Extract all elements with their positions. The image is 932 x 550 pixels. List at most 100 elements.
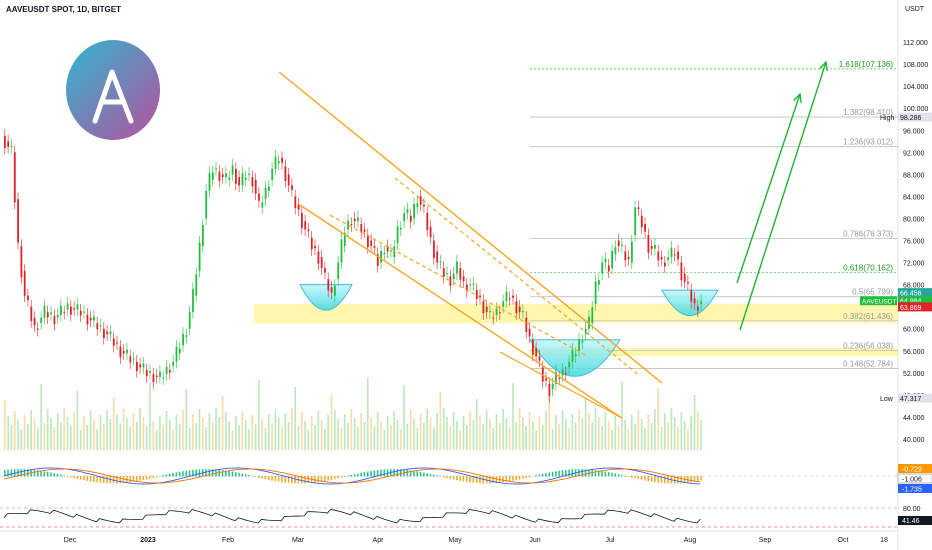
volume-bar	[555, 415, 557, 450]
candle	[7, 141, 10, 147]
macd-hist	[198, 469, 201, 477]
volume-bar	[73, 412, 75, 450]
volume-bar	[33, 419, 36, 450]
candle	[238, 177, 241, 186]
cup-pattern	[661, 289, 719, 317]
macd-hist	[495, 476, 498, 484]
x-tick-label: Sep	[759, 537, 772, 544]
candle	[532, 339, 534, 355]
macd-hist	[660, 476, 663, 483]
macd-hist	[614, 473, 616, 477]
volume-bar	[604, 412, 607, 450]
volume-bar	[152, 421, 155, 450]
candle	[347, 220, 349, 230]
candle	[145, 370, 148, 377]
macd-hist	[40, 470, 42, 477]
extreme-value: 98.286	[900, 115, 922, 122]
macd-hist	[624, 475, 626, 477]
macd-hist	[492, 476, 494, 484]
volume-bar	[178, 424, 181, 450]
volume-bar	[175, 415, 178, 450]
macd-hist	[380, 469, 382, 477]
volume-bar	[601, 426, 603, 450]
rsi-line	[3, 508, 701, 524]
candle	[297, 204, 300, 210]
volume-bar	[202, 418, 204, 450]
volume-bar	[416, 428, 419, 450]
macd-hist	[53, 473, 55, 477]
fib-label: 0.236(56.038)	[843, 342, 893, 351]
macd-hist	[122, 476, 125, 483]
candle	[112, 338, 115, 346]
volume-bar	[50, 418, 52, 450]
candle	[386, 246, 389, 252]
macd-hist	[50, 472, 52, 477]
macd-hist	[367, 471, 369, 477]
candle	[647, 235, 650, 253]
candle	[400, 227, 402, 230]
macd-hist	[211, 469, 214, 477]
volume-bar	[508, 427, 511, 450]
macd-hist	[396, 469, 399, 477]
volume-bar	[376, 412, 379, 450]
macd-hist	[225, 470, 227, 477]
macd-hist	[83, 476, 85, 481]
macd-hist	[545, 473, 547, 477]
volume-bar	[532, 421, 534, 450]
candle	[548, 383, 551, 396]
volume-bar	[169, 420, 171, 450]
volume-bar	[254, 424, 257, 450]
macd-label-bg	[898, 464, 932, 473]
volume-bar	[162, 425, 164, 450]
volume-bar	[340, 428, 343, 450]
volume-bar	[419, 414, 422, 450]
volume-bar	[337, 419, 339, 450]
macd-hist	[357, 473, 359, 477]
candle	[291, 185, 293, 190]
volume-bar	[528, 412, 531, 450]
volume-bar	[297, 426, 300, 450]
volume-bar	[505, 418, 508, 450]
candle	[17, 199, 19, 243]
macd-hist	[103, 476, 105, 484]
macd-hist	[690, 476, 692, 483]
volume-bar	[700, 420, 702, 450]
volume-bar	[621, 381, 623, 450]
macd-hist	[456, 476, 458, 481]
candle	[195, 274, 198, 296]
candle	[376, 254, 379, 266]
macd-hist	[79, 476, 82, 480]
volume-bar	[522, 417, 524, 450]
candle	[631, 241, 633, 263]
macd-hist	[568, 469, 570, 477]
candle	[277, 161, 280, 164]
volume-bar	[112, 398, 115, 450]
x-tick-label: Apr	[373, 537, 385, 544]
macd-hist	[664, 476, 666, 484]
macd-hist	[112, 476, 115, 484]
macd-hist	[169, 473, 171, 477]
candle	[188, 312, 191, 329]
candle	[469, 284, 472, 286]
macd-hist	[320, 476, 323, 482]
macd-hist	[360, 472, 362, 477]
candle	[459, 268, 462, 280]
macd-hist	[221, 470, 224, 477]
volume-bar	[548, 390, 551, 450]
macd-hist	[231, 471, 234, 477]
candle	[502, 301, 505, 307]
candle	[621, 244, 623, 247]
candle	[657, 251, 660, 261]
candle	[89, 317, 92, 321]
candle	[677, 251, 679, 260]
macd-hist	[258, 476, 260, 478]
candle	[409, 215, 412, 222]
macd-hist	[96, 476, 98, 483]
candle	[165, 366, 168, 375]
chart-title: AAVEUSDT SPOT, 1D, BITGET	[6, 5, 121, 14]
macd-hist	[591, 469, 593, 477]
volume-bar	[568, 428, 570, 450]
x-tick-label: Mar	[292, 537, 305, 544]
candle	[456, 261, 458, 274]
